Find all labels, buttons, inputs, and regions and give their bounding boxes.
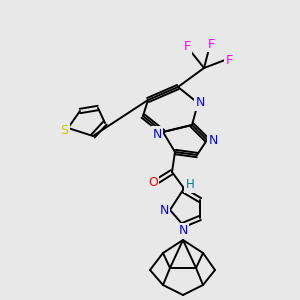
Text: H: H [186, 178, 194, 191]
Text: F: F [207, 38, 214, 50]
Text: N: N [178, 224, 188, 238]
Text: F: F [225, 53, 233, 67]
Text: O: O [148, 176, 158, 188]
Text: N: N [208, 134, 218, 146]
Text: F: F [183, 40, 190, 53]
Text: N: N [152, 128, 162, 140]
Text: N: N [159, 203, 169, 217]
Text: S: S [60, 124, 68, 136]
Text: N: N [195, 97, 205, 110]
